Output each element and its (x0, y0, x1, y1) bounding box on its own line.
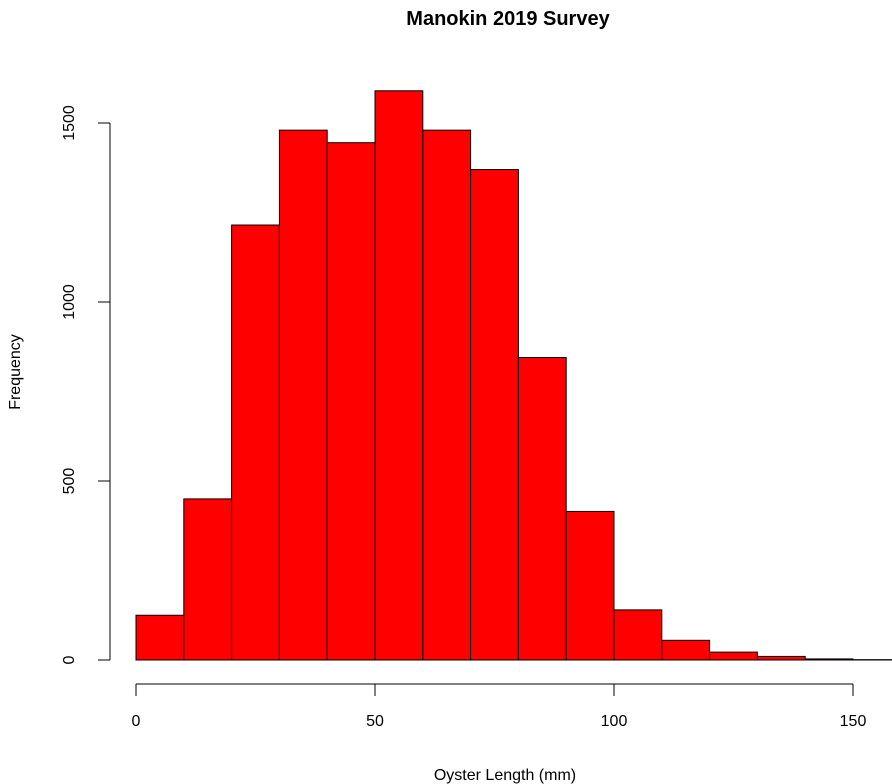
histogram-bar-5 (374, 90, 424, 661)
x-axis-tick-label-0: 0 (132, 713, 141, 730)
histogram-bar-9 (565, 510, 615, 661)
histogram-bar-2 (231, 224, 280, 661)
x-axis: 0 50 100 150 (132, 683, 867, 730)
histogram-bar-12 (709, 651, 758, 661)
x-axis-tick-label-3: 150 (840, 713, 867, 730)
y-axis-tick-label-3: 1500 (61, 105, 78, 141)
y-axis: 0 500 1000 1500 (61, 105, 111, 664)
y-axis-label: Frequency (7, 334, 24, 410)
chart-title: Manokin 2019 Survey (406, 8, 610, 30)
histogram-bar-13 (756, 655, 806, 661)
histogram-bar-11 (661, 639, 711, 661)
histogram-bar-4 (326, 142, 376, 661)
x-axis-label: Oyster Length (mm) (434, 767, 576, 784)
y-axis-tick-label-2: 1000 (61, 284, 78, 320)
histogram-bar-7 (470, 169, 519, 661)
x-axis-tick-label-1: 50 (366, 713, 384, 730)
histogram-bar-10 (613, 609, 663, 661)
histogram-bars (135, 90, 892, 661)
x-axis-tick-label-2: 100 (601, 713, 628, 730)
y-axis-tick-label-1: 500 (61, 468, 78, 495)
histogram-bar-3 (278, 129, 328, 661)
histogram-bar-0 (135, 614, 185, 661)
histogram-bar-8 (517, 356, 567, 661)
histogram-bar-1 (183, 498, 233, 661)
histogram-bar-6 (422, 129, 472, 661)
y-axis-tick-label-0: 0 (61, 655, 78, 664)
